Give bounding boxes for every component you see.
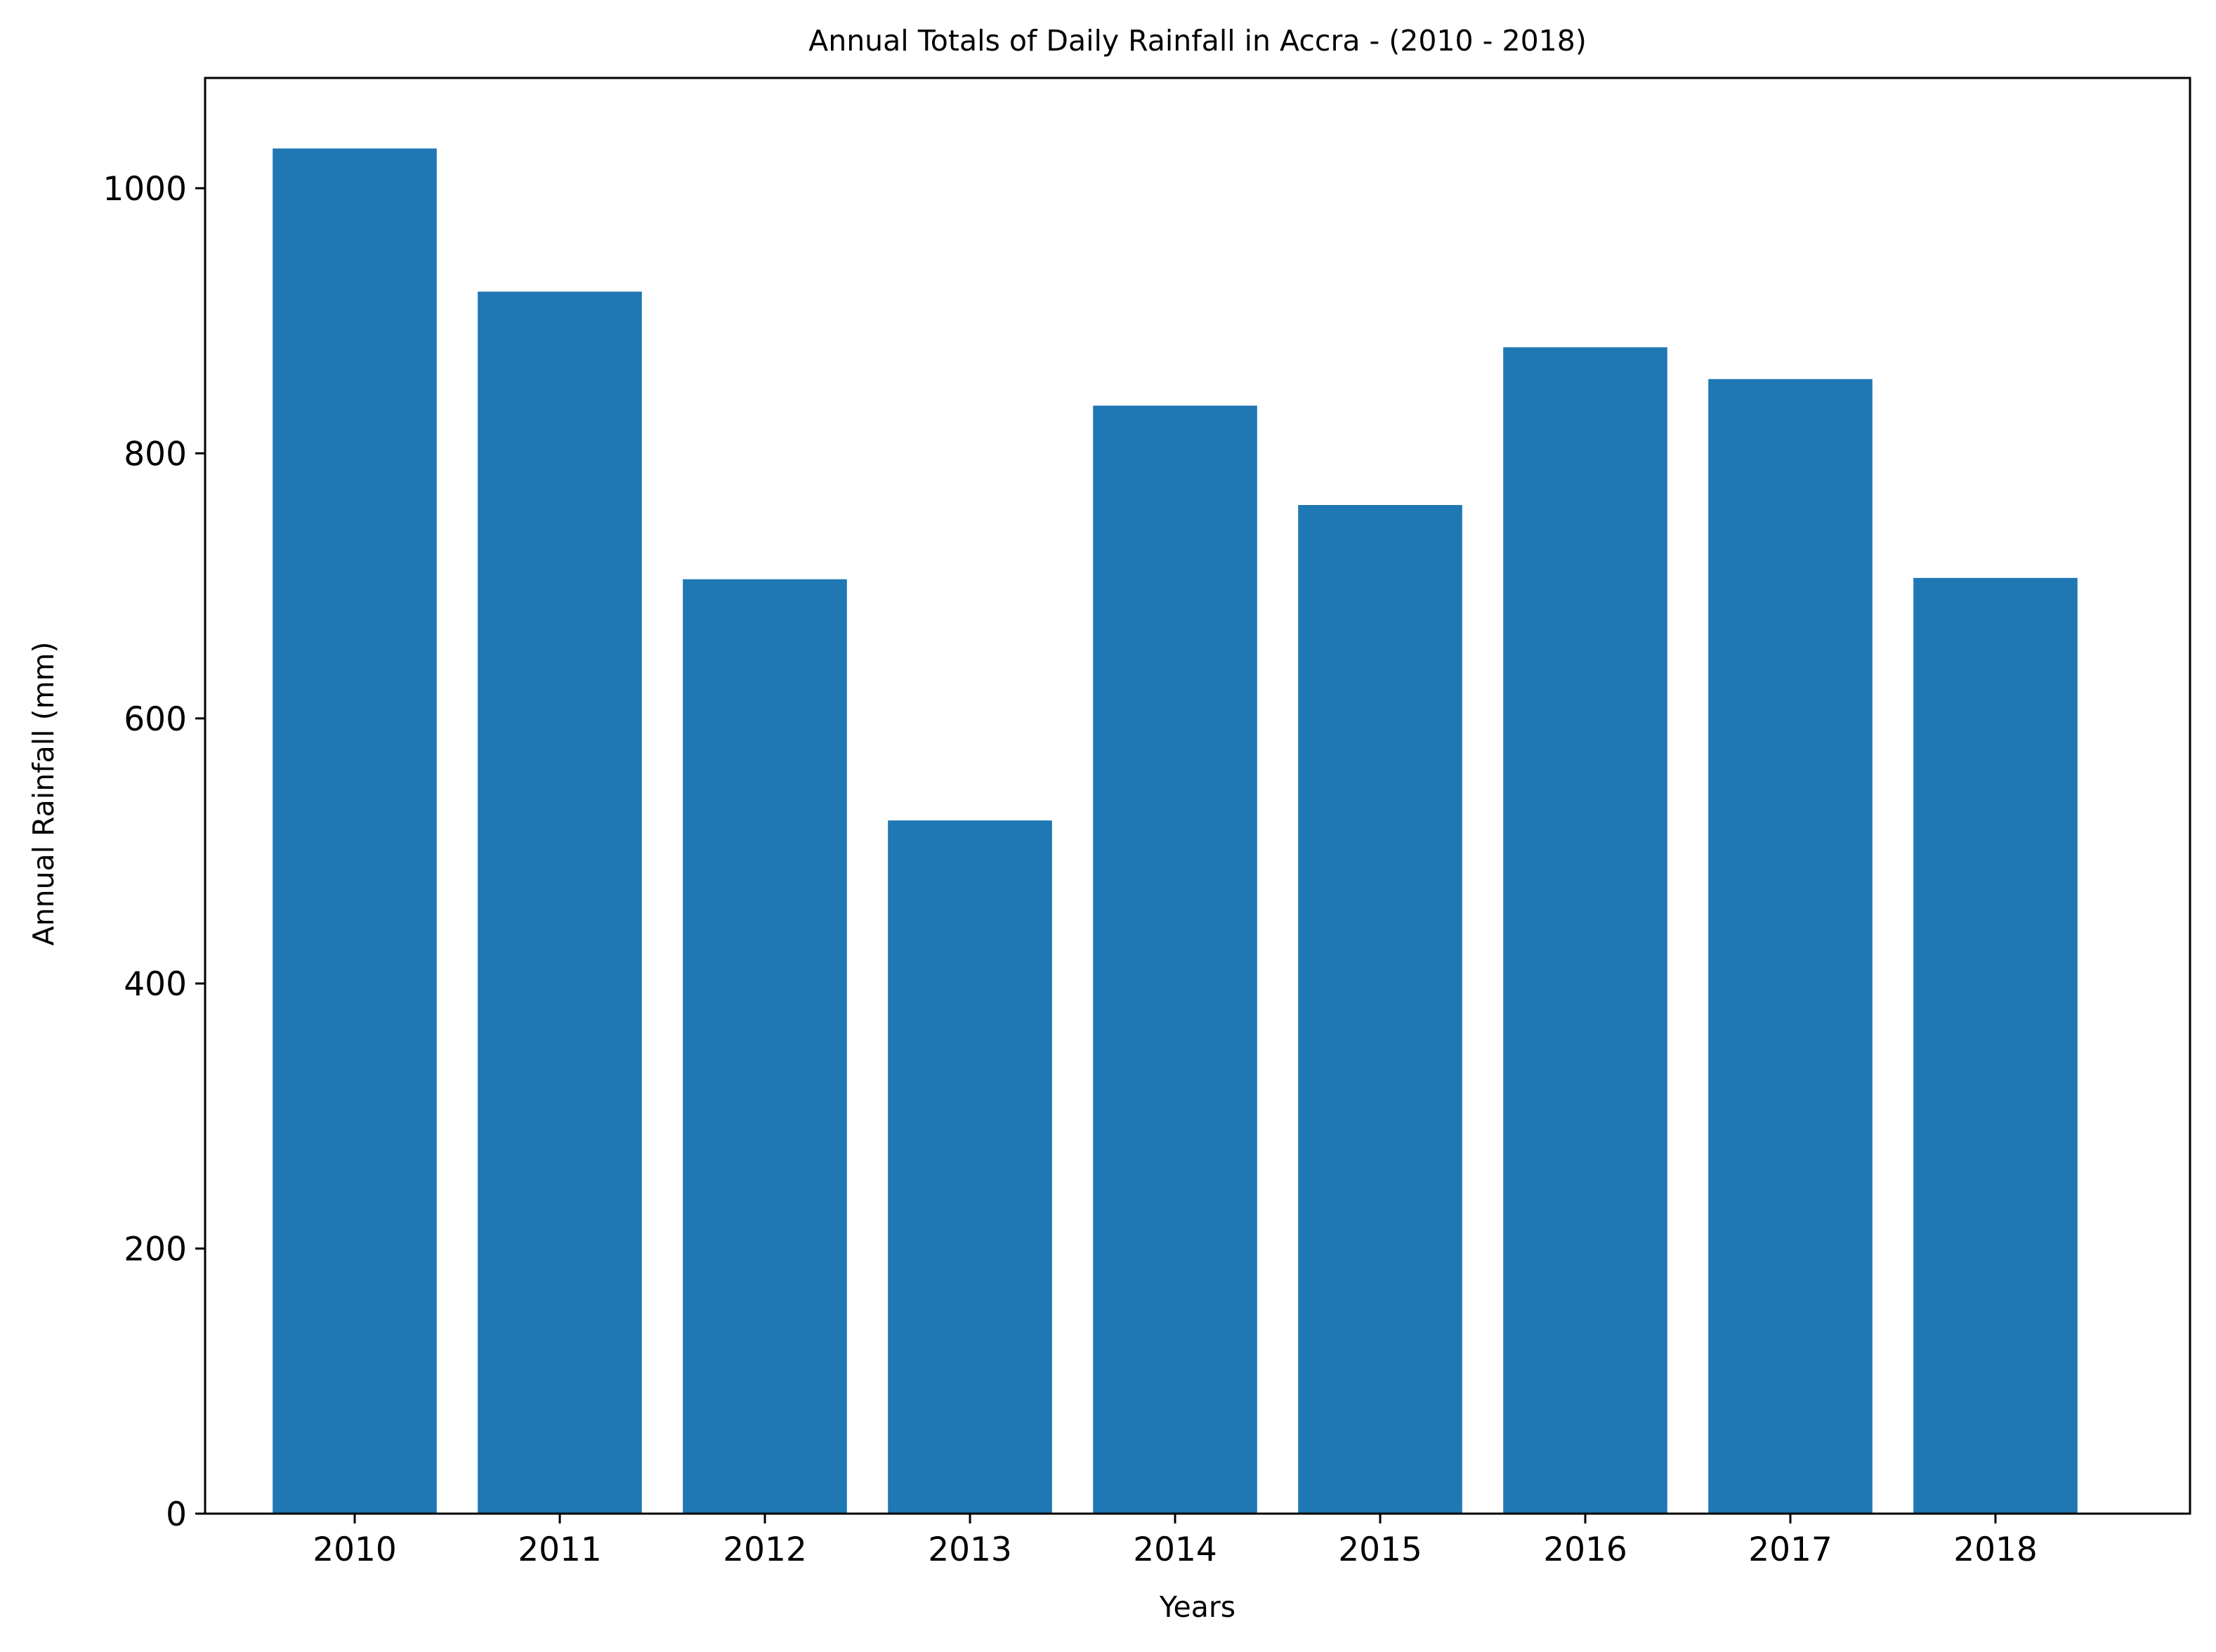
y-tick-label: 1000 [103, 170, 187, 209]
bar-2016 [1503, 347, 1667, 1514]
x-axis-title: Years [1159, 1590, 1235, 1624]
y-axis-ticks: 0 200 400 600 800 1000 [103, 170, 205, 1534]
bar-2012 [683, 579, 847, 1514]
bar-2017 [1708, 379, 1873, 1514]
bars-group [273, 148, 2078, 1514]
bar-2013 [888, 820, 1052, 1514]
x-tick-label: 2010 [313, 1530, 397, 1569]
bar-2010 [273, 148, 437, 1514]
x-tick-label: 2011 [518, 1530, 602, 1569]
x-tick-label: 2014 [1133, 1530, 1217, 1569]
bar-2014 [1093, 405, 1257, 1514]
y-axis-title: Annual Rainfall (mm) [27, 642, 60, 946]
y-tick-label: 200 [124, 1231, 187, 1269]
bar-2015 [1298, 505, 1462, 1514]
x-tick-label: 2015 [1338, 1530, 1422, 1569]
y-tick-label: 0 [166, 1495, 187, 1534]
bar-2011 [478, 291, 642, 1514]
y-tick-label: 600 [124, 700, 187, 739]
y-tick-label: 400 [124, 965, 187, 1004]
chart-title: Annual Totals of Daily Rainfall in Accra… [808, 24, 1587, 58]
x-tick-label: 2017 [1748, 1530, 1833, 1569]
plot-frame [204, 77, 2191, 1515]
x-tick-label: 2012 [723, 1530, 807, 1569]
x-tick-label: 2016 [1543, 1530, 1627, 1569]
y-tick-label: 800 [124, 435, 187, 473]
x-tick-label: 2013 [928, 1530, 1012, 1569]
x-tick-label: 2018 [1953, 1530, 2038, 1569]
bar-2018 [1913, 577, 2078, 1514]
x-axis-ticks: 2010 2011 2012 2013 2014 2015 2016 2017 2018 [313, 1514, 2038, 1569]
